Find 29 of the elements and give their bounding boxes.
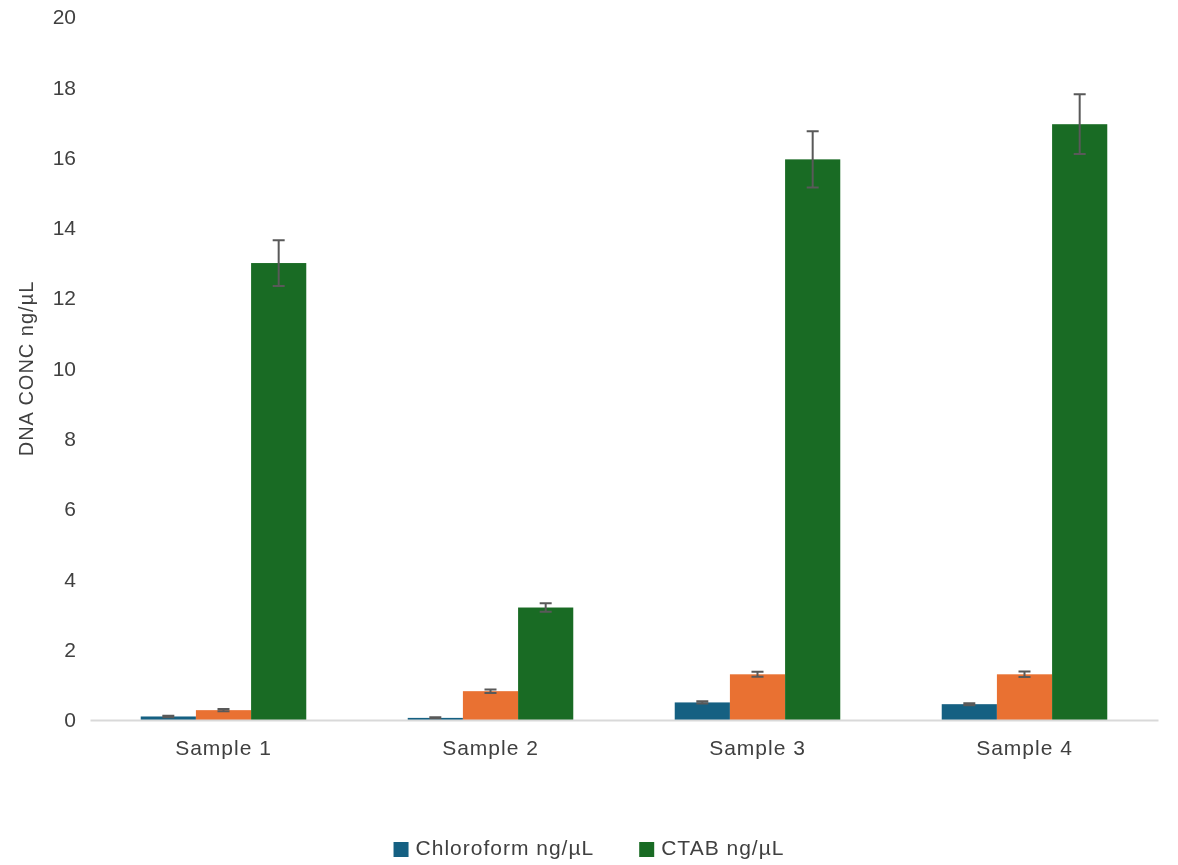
y-axis-title: DNA CONC ng/µL [15,280,37,457]
bar [518,607,574,720]
y-tick-label: 12 [52,286,76,310]
x-tick-label: Sample 2 [442,735,539,759]
y-tick-label: 18 [52,75,76,99]
y-tick-label: 8 [64,427,76,451]
bar [674,702,730,720]
bar [941,704,997,720]
y-tick-label: 0 [64,708,76,732]
x-tick-label: Sample 4 [976,735,1073,759]
bar [195,710,252,720]
y-tick-label: 14 [52,216,77,240]
legend-label: Chloroform ng/µL [415,836,595,859]
bar [729,674,786,720]
y-tick-label: 20 [52,5,76,29]
x-tick-label: Sample 3 [709,735,806,759]
x-tick-label: Sample 1 [175,735,272,759]
bar [462,691,519,720]
bar [251,263,307,720]
bar [140,716,196,720]
bar [996,674,1053,720]
legend-label: CTAB ng/µL [661,836,785,859]
y-tick-label: 10 [52,356,76,380]
bar [785,159,841,720]
bar [1052,124,1108,720]
y-tick-label: 6 [64,497,76,521]
y-tick-label: 2 [64,637,76,661]
y-tick-label: 16 [52,145,76,169]
y-tick-label: 4 [64,567,77,591]
